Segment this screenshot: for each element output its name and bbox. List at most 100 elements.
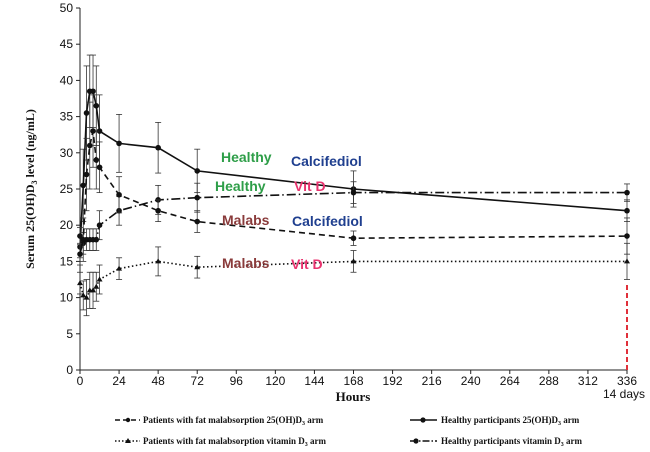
annotations: Healthy Calcifediol Healthy Vit D Malabs…: [215, 149, 363, 272]
data-point: [90, 287, 97, 293]
annotation-group: Malabs: [222, 255, 270, 271]
y-tick-label: 50: [60, 1, 74, 15]
legend-sub: 3: [305, 442, 308, 448]
data-point: [77, 233, 83, 239]
grid-and-axes: 0 5 10 15 20 25 30 35 40 45 50 0 24 48 72 96 120 144 168 1…: [60, 1, 638, 388]
legend-label: Patients with fat malabsorption vitamin …: [143, 436, 305, 446]
ylabel-main: Serum 25(OH)D: [23, 184, 37, 269]
y-tick-label: 20: [60, 218, 74, 232]
legend-tail: arm: [561, 415, 580, 425]
legend-sub: 3: [302, 421, 305, 427]
legend-marker: [413, 438, 419, 444]
y-tick-label: 30: [60, 146, 74, 160]
legend-item-healthy-calcifediol: Healthy participants 25(OH)D3 arm: [410, 415, 580, 427]
x-tick-label: 216: [422, 374, 442, 388]
x-tick-label: 312: [578, 374, 598, 388]
ylabel-tail: level (ng/mL): [23, 109, 37, 180]
x-tick-label: 24: [112, 374, 126, 388]
annotation-malabs-calcifediol-label: Calcifediol: [292, 213, 363, 229]
series-line: [79, 90, 628, 247]
x-tick-label: 336: [617, 374, 637, 388]
y-tick-label: 45: [60, 37, 74, 51]
data-point: [90, 88, 96, 95]
annotation-malabs-vitd-label: Vit D: [291, 256, 323, 272]
annotation-malabs-calcifediol: Malabs: [222, 212, 270, 228]
y-tick-label: 5: [66, 327, 73, 341]
x-tick-label: 288: [539, 374, 559, 388]
x-tick-label: 144: [304, 374, 324, 388]
annotation-label: Calcifediol: [291, 153, 362, 169]
ylabel-sub: 3: [30, 181, 39, 185]
annotation-healthy-calcifediol-label: Calcifediol: [291, 153, 362, 169]
data-point: [96, 276, 103, 282]
legend-label: Healthy participants vitamin D: [441, 436, 561, 446]
legend-label: Patients with fat malabsorption 25(OH)D: [143, 415, 302, 425]
y-tick-label: 40: [60, 73, 74, 87]
series-line: [79, 130, 628, 255]
data-point: [77, 280, 83, 286]
data-point: [350, 258, 357, 264]
series-layer: [77, 54, 630, 317]
y-tick-label: 35: [60, 110, 74, 124]
annotation-group: Healthy: [221, 149, 272, 165]
data-point: [155, 207, 161, 214]
data-point: [96, 222, 103, 228]
legend-marker: [125, 438, 131, 443]
x-ticks: 0 24 48 72 96 120 144 168 192 216 240 264 288 312 336: [77, 370, 637, 388]
data-point: [116, 191, 122, 198]
x-tick-label: 48: [151, 374, 165, 388]
series-malabs-calcifediol: [77, 94, 630, 266]
data-point: [155, 144, 161, 151]
data-point: [86, 142, 93, 149]
y-tick-label: 0: [66, 363, 73, 377]
legend-marker: [125, 417, 131, 423]
x-tick-label: 96: [230, 374, 244, 388]
legend-item-healthy-vitd: Healthy participants vitamin D3 arm: [410, 436, 583, 448]
legend-text: Patients with fat malabsorption 25(OH)D3…: [143, 415, 324, 427]
annotation-healthy-vitd: Healthy: [215, 178, 266, 194]
data-point: [624, 189, 630, 196]
legend-item-malabs-calcifediol: Patients with fat malabsorption 25(OH)D3…: [115, 415, 324, 427]
data-point: [93, 157, 100, 163]
data-point: [83, 294, 90, 300]
annotation-group: Malabs: [222, 212, 270, 228]
data-point: [90, 128, 96, 134]
x-axis-label: Hours: [336, 389, 371, 404]
y-tick-label: 15: [60, 254, 74, 268]
data-point: [80, 292, 87, 298]
annotation-healthy-vitd-label: Vit D: [294, 178, 326, 194]
y-tick-label: 10: [60, 291, 74, 305]
legend-tail: arm: [564, 436, 583, 446]
data-point: [77, 251, 83, 257]
data-point: [80, 182, 87, 189]
legend-text: Patients with fat malabsorption vitamin …: [143, 436, 326, 448]
legend-text: Healthy participants vitamin D3 arm: [441, 436, 583, 448]
data-point: [194, 194, 201, 201]
data-point: [194, 218, 201, 225]
svg-text:Serum 25(OH)D3 level (ng/mL): Serum 25(OH)D3 level (ng/mL): [23, 109, 39, 269]
data-point: [96, 128, 103, 134]
data-point: [116, 140, 122, 147]
legend-text: Healthy participants 25(OH)D3 arm: [441, 415, 580, 427]
day-marker-label: 14 days: [603, 387, 645, 401]
day-marker: 14 days: [603, 285, 645, 401]
data-point: [80, 236, 87, 243]
legend-sub: 3: [558, 421, 561, 427]
data-point: [624, 233, 630, 239]
legend-marker: [420, 417, 426, 423]
data-point: [116, 265, 123, 271]
x-tick-label: 0: [77, 374, 84, 388]
x-tick-label: 192: [383, 374, 403, 388]
data-point: [93, 283, 100, 289]
x-tick-label: 72: [191, 374, 205, 388]
data-point: [96, 164, 103, 171]
x-tick-label: 168: [343, 374, 363, 388]
annotation-malabs-vitd: Malabs: [222, 255, 270, 271]
annotation-label: Calcifediol: [292, 213, 363, 229]
data-point: [350, 189, 357, 196]
annotation-healthy-calcifediol: Healthy: [221, 149, 272, 165]
legend-sub: 3: [561, 442, 564, 448]
legend-item-malabs-vitd: Patients with fat malabsorption vitamin …: [115, 436, 326, 448]
data-point: [83, 171, 90, 178]
